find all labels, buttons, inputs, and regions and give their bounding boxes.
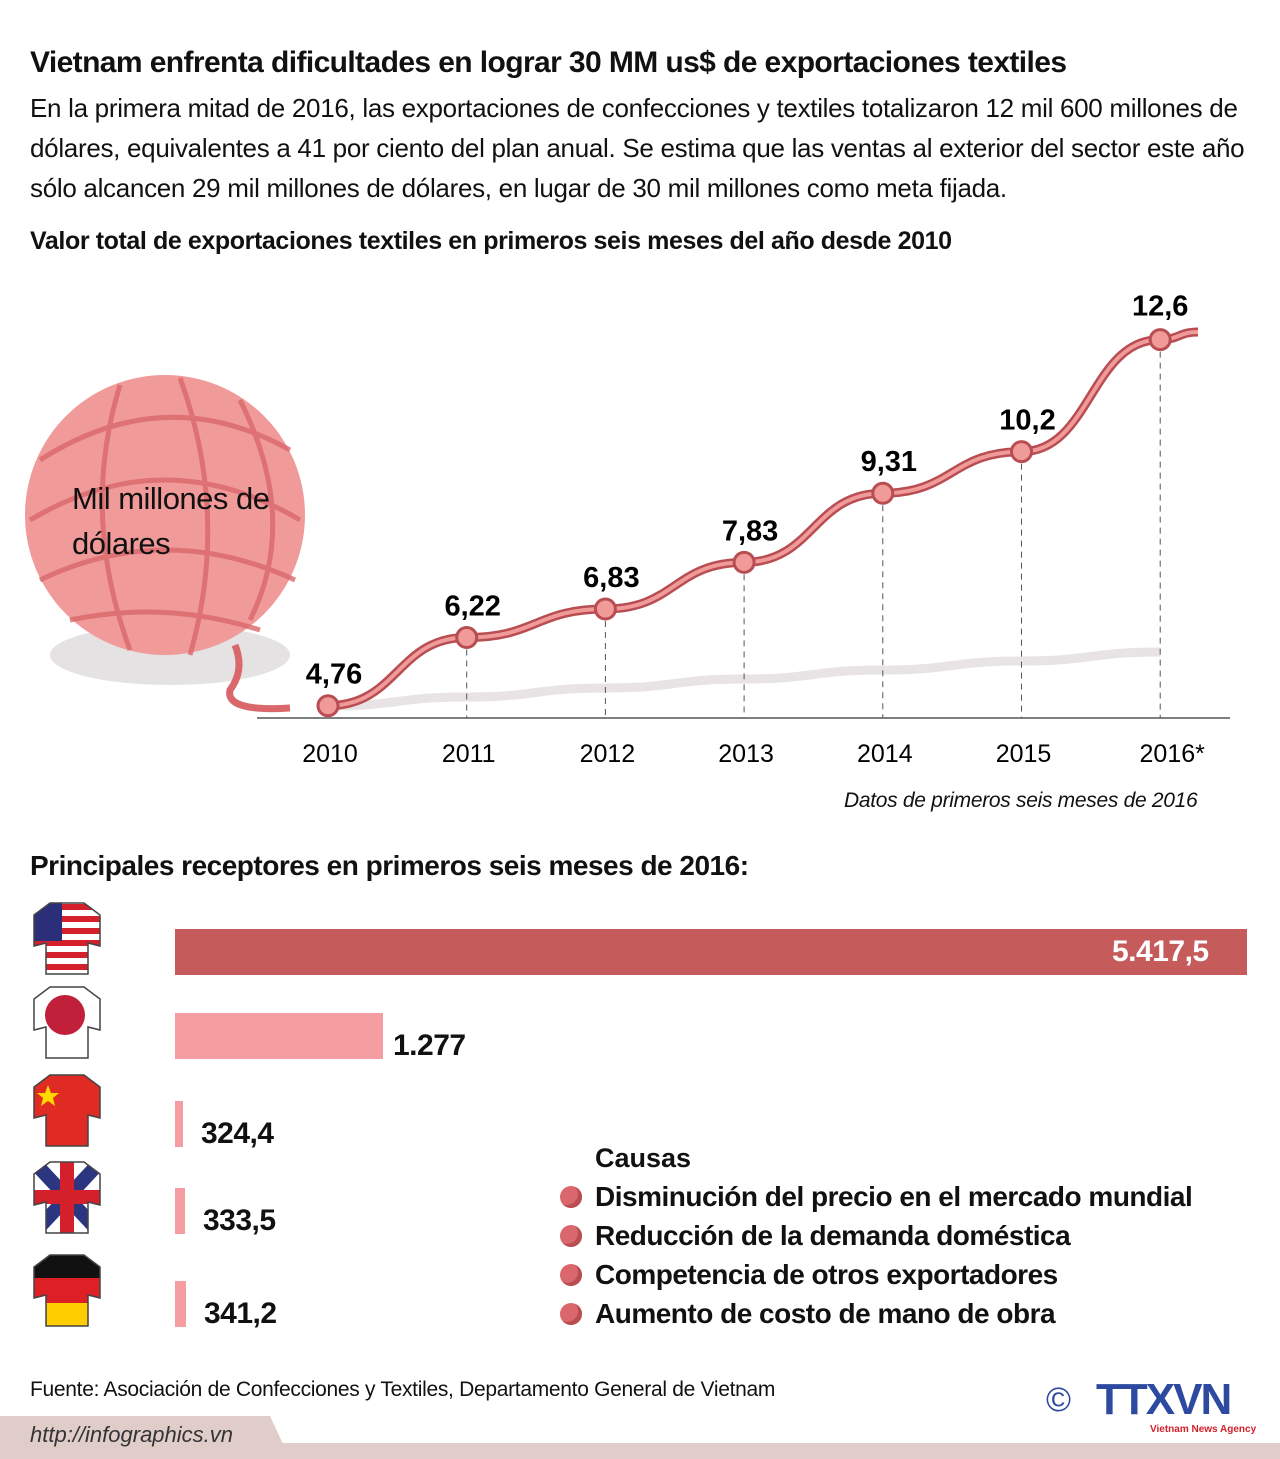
bar: [175, 1188, 185, 1234]
bar-chart-title: Principales receptores en primeros seis …: [30, 850, 749, 881]
data-label: 7,83: [722, 515, 778, 547]
ttxvn-logo-subtitle: Vietnam News Agency: [1150, 1424, 1257, 1435]
bar-value-label: 5.417,5: [1112, 935, 1209, 968]
yarn-bullet-icon: [560, 1264, 582, 1286]
cause-text: Aumento de costo de mano de obra: [595, 1298, 1056, 1329]
data-label: 10,2: [999, 405, 1055, 437]
data-label: 4,76: [306, 659, 362, 691]
cause-item: Disminución del precio en el mercado mun…: [560, 1180, 1193, 1214]
data-point: [871, 481, 895, 505]
bar-value-label: 324,4: [201, 1117, 274, 1150]
data-point: [593, 597, 617, 621]
data-label: 6,83: [583, 562, 639, 594]
cause-text: Reducción de la demanda doméstica: [595, 1220, 1071, 1251]
data-label: 12,6: [1132, 291, 1188, 323]
japan-flag-shirt-icon: [32, 985, 102, 1065]
cause-item: Reducción de la demanda doméstica: [560, 1219, 1071, 1253]
cause-text: Competencia de otros exportadores: [595, 1259, 1058, 1290]
intro-text: En la primera mitad de 2016, las exporta…: [30, 93, 1245, 203]
data-point: [455, 626, 479, 650]
china-flag-shirt-icon: [32, 1073, 102, 1153]
x-tick-label: 2014: [857, 740, 913, 768]
page-title: Vietnam enfrenta dificultades en lograr …: [30, 46, 1067, 79]
cause-item: Competencia de otros exportadores: [560, 1258, 1058, 1292]
us-flag-shirt-icon: [32, 901, 102, 981]
bar: [175, 929, 1247, 975]
bar: [175, 1281, 186, 1327]
yarn-bullet-icon: [560, 1186, 582, 1208]
y-axis-label: Mil millones de dólares: [72, 481, 270, 561]
cause-text: Disminución del precio en el mercado mun…: [595, 1181, 1193, 1212]
bar: [175, 1101, 183, 1147]
data-label: 9,31: [861, 446, 917, 478]
bar-value-label: 341,2: [204, 1297, 277, 1330]
chart-note: Datos de primeros seis meses de 2016: [844, 789, 1198, 812]
data-point: [316, 694, 340, 718]
line-chart: 4,76 6,22 6,83 7,83 9,31 10,2 12,6 2010 2011 201…: [25, 291, 1230, 768]
source-text: Fuente: Asociación de Confecciones y Tex…: [30, 1378, 776, 1401]
copyright-icon: ©: [1046, 1381, 1072, 1419]
data-point: [732, 550, 756, 574]
yarn-bullet-icon: [560, 1225, 582, 1247]
header-block: Vietnam enfrenta dificultades en lograr …: [30, 44, 1260, 256]
ttxvn-logo: TTXVN: [1096, 1375, 1232, 1424]
causes-title: Causas: [595, 1143, 692, 1173]
line-chart-title: Valor total de exportaciones textiles en…: [30, 227, 952, 255]
data-point: [1148, 328, 1172, 352]
x-tick-label: 2016*: [1140, 740, 1206, 768]
footer-band: [0, 1443, 1280, 1459]
data-point: [1010, 440, 1033, 464]
cause-item: Aumento de costo de mano de obra: [560, 1297, 1056, 1331]
bar-value-label: 333,5: [203, 1204, 276, 1237]
x-tick-label: 2015: [996, 740, 1052, 768]
uk-flag-shirt-icon: [32, 1160, 102, 1240]
x-tick-label: 2013: [718, 740, 774, 768]
yarn-ball-icon: [25, 375, 305, 713]
x-tick-label: 2011: [442, 740, 496, 768]
germany-flag-shirt-icon: [32, 1253, 102, 1333]
yarn-bullet-icon: [560, 1303, 582, 1325]
x-tick-label: 2010: [302, 740, 358, 768]
bar: [175, 1013, 383, 1059]
data-label: 6,22: [444, 591, 500, 623]
x-tick-label: 2012: [580, 740, 636, 768]
bar-value-label: 1.277: [393, 1029, 466, 1062]
footer-url[interactable]: http://infographics.vn: [30, 1422, 234, 1447]
